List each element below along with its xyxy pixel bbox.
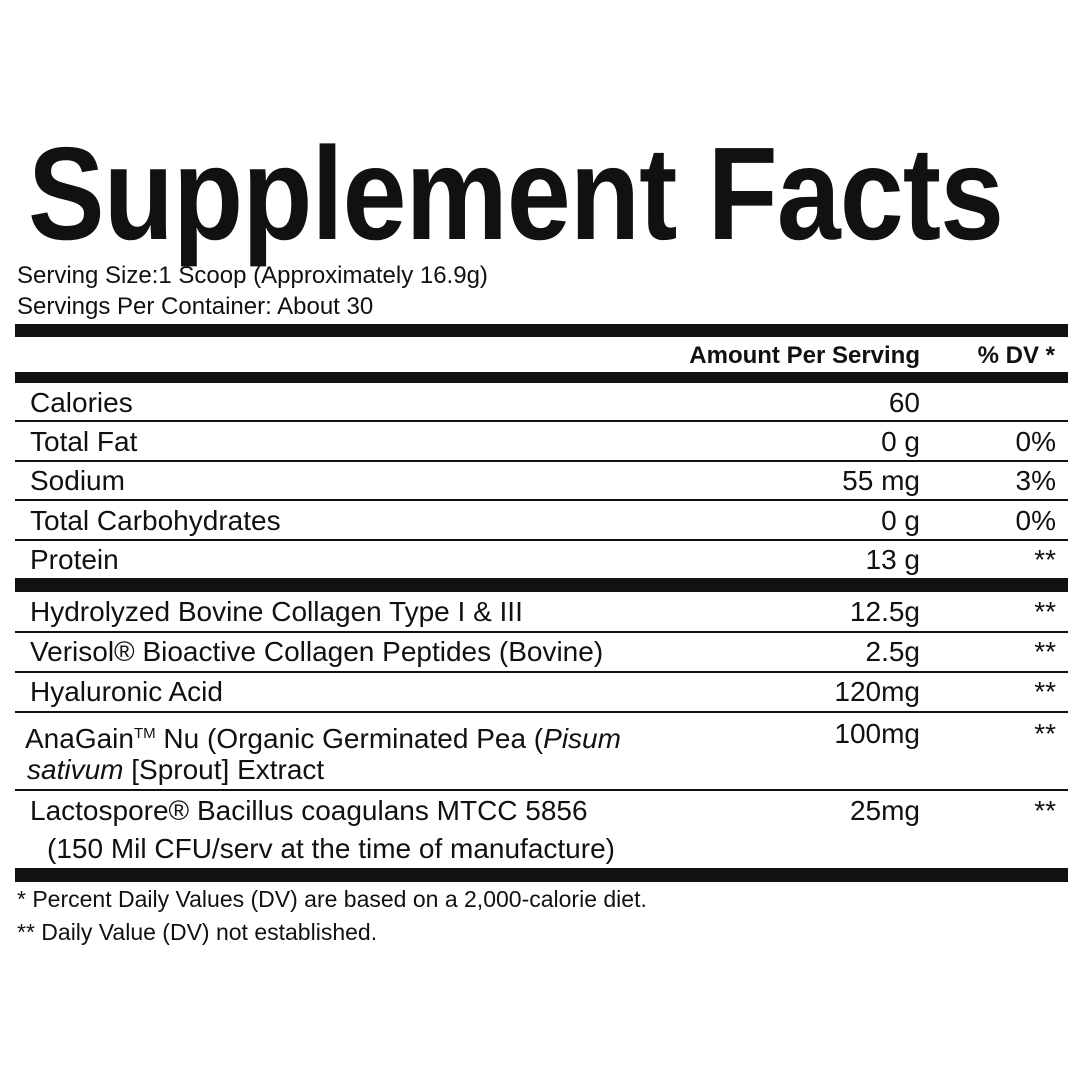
label-title: Supplement Facts	[28, 120, 1004, 267]
thick-divider	[15, 868, 1068, 882]
thick-divider	[15, 324, 1068, 337]
nutrient-dv: **	[1034, 544, 1056, 575]
trademark-mark: TM	[133, 725, 156, 742]
servings-per-container: Servings Per Container: About 30	[17, 293, 374, 320]
row-divider	[15, 631, 1068, 633]
ingredient-dv: **	[1034, 718, 1056, 749]
ingredient-name: AnaGainTM Nu (Organic Germinated Pea (Pi…	[25, 715, 621, 758]
row-divider	[15, 711, 1068, 713]
ingredient-dv: **	[1034, 596, 1056, 627]
ingredient-amount: 12.5g	[849, 596, 920, 627]
nutrient-name: Total Fat	[30, 426, 138, 457]
ingredient-amount: 2.5g	[865, 636, 921, 667]
ingredient-amount: 25mg	[849, 795, 920, 826]
name-part: [Sprout] Extract	[123, 754, 325, 785]
ingredient-name: Verisol® Bioactive Collagen Peptides (Bo…	[30, 636, 604, 667]
name-italic: Pisum	[543, 723, 621, 754]
row-divider	[15, 671, 1068, 673]
ingredient-name-line2: (150 Mil CFU/serv at the time of manufac…	[47, 833, 615, 864]
ingredient-name: Hydrolyzed Bovine Collagen Type I & III	[30, 596, 523, 627]
name-part: AnaGain	[25, 723, 134, 754]
ingredient-dv: **	[1034, 795, 1056, 826]
ingredient-row: AnaGainTM Nu (Organic Germinated Pea (Pi…	[15, 715, 1068, 791]
row-divider	[15, 460, 1068, 462]
name-part: Nu (Organic Germinated Pea (	[155, 723, 544, 754]
nutrient-name: Sodium	[30, 465, 125, 496]
ingredient-name: Lactospore® Bacillus coagulans MTCC 5856	[30, 795, 588, 826]
nutrient-dv: 0%	[1015, 426, 1056, 457]
row-divider	[15, 420, 1068, 422]
nutrient-amount: 0 g	[881, 505, 920, 536]
ingredient-name-line2: sativum [Sprout] Extract	[27, 751, 324, 789]
header-dv: % DV *	[977, 342, 1055, 369]
nutrient-dv: 0%	[1015, 505, 1056, 536]
header-amount: Amount Per Serving	[689, 342, 920, 369]
ingredient-amount: 120mg	[834, 676, 920, 707]
nutrient-name: Calories	[30, 387, 133, 418]
thick-divider	[15, 372, 1068, 383]
name-italic: sativum	[27, 754, 124, 785]
nutrient-name: Protein	[30, 544, 119, 575]
ingredient-row: Lactospore® Bacillus coagulans MTCC 5856…	[15, 792, 1068, 868]
row-divider	[15, 789, 1068, 791]
serving-size: Serving Size:1 Scoop (Approximately 16.9…	[17, 262, 488, 289]
nutrient-dv: 3%	[1015, 465, 1056, 496]
nutrient-amount: 0 g	[881, 426, 920, 457]
ingredient-amount: 100mg	[834, 718, 920, 749]
footnote-not-established: ** Daily Value (DV) not established.	[17, 919, 378, 945]
nutrient-amount: 55 mg	[842, 465, 920, 496]
nutrient-name: Total Carbohydrates	[30, 505, 281, 536]
nutrient-amount: 60	[888, 387, 920, 418]
ingredient-dv: **	[1034, 676, 1056, 707]
row-divider	[15, 539, 1068, 541]
row-divider	[15, 499, 1068, 501]
thick-divider	[15, 578, 1068, 592]
nutrient-amount: 13 g	[865, 544, 921, 575]
footnote-dv: * Percent Daily Values (DV) are based on…	[17, 886, 647, 912]
ingredient-name: Hyaluronic Acid	[30, 676, 223, 707]
ingredient-dv: **	[1034, 636, 1056, 667]
